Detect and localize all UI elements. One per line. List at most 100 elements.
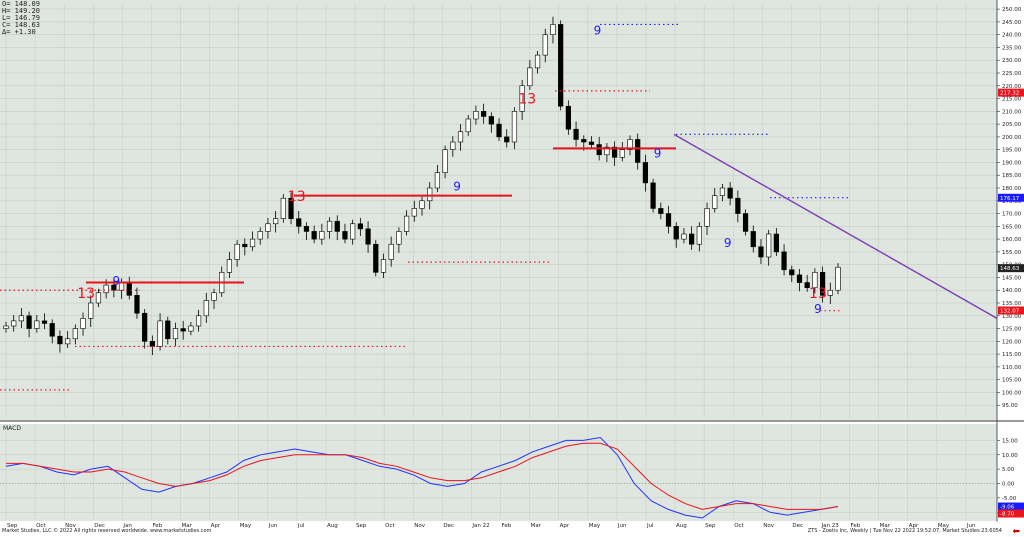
setup-count-label: 13 <box>288 189 306 205</box>
candle-body <box>511 111 518 143</box>
candle-body <box>450 141 456 150</box>
candle-body <box>280 197 286 219</box>
date-tick-label: Feb <box>851 523 861 529</box>
candle-body <box>727 187 733 199</box>
candle-body <box>396 231 402 245</box>
price-panel-bg <box>0 0 997 420</box>
trend-overlays <box>0 23 998 391</box>
macd-value-marker <box>998 502 1024 511</box>
setup-count-label: 9 <box>654 146 662 160</box>
candle-body <box>57 335 63 345</box>
candle-body <box>3 325 9 329</box>
candle-body <box>504 136 510 143</box>
price-tick-label: 245.00 <box>1002 20 1022 26</box>
candle-body <box>681 233 687 240</box>
price-tick-label: 195.00 <box>1002 148 1022 154</box>
candle-body <box>188 325 194 332</box>
candle-body <box>311 231 317 240</box>
macd-value-marker <box>998 509 1024 518</box>
candle-body <box>481 111 487 117</box>
candle-body <box>95 292 102 304</box>
candle-body <box>457 131 464 143</box>
date-tick-label: Aug <box>327 523 338 529</box>
candle-body <box>49 323 55 337</box>
candle-body <box>712 195 718 209</box>
price-marker-label: 176.17 <box>1000 196 1020 202</box>
date-tick-label: Jan <box>122 523 132 529</box>
date-tick-label: Jan 23 <box>820 523 839 529</box>
date-tick-label: Feb <box>152 523 162 529</box>
setup-count-label: 9 <box>814 302 822 316</box>
price-tick-label: 190.00 <box>1002 160 1022 166</box>
candle-body <box>180 328 186 332</box>
price-tick-label: 160.00 <box>1002 237 1022 243</box>
macd-tick-label: -5.00 <box>1002 496 1017 502</box>
candle-body <box>365 228 371 245</box>
setup-count-label: 9 <box>594 24 602 38</box>
candle-body <box>658 208 664 214</box>
price-tick-label: 110.00 <box>1002 365 1022 371</box>
date-axis: Sep Oct Nov Dec Jan Feb Mar Apr May Jun Jul Aug Sep O… <box>0 521 997 529</box>
candle-body <box>34 320 40 329</box>
candle-body <box>273 218 279 225</box>
candle-body <box>758 246 764 258</box>
candle-body <box>642 162 649 184</box>
candle-body <box>796 274 803 283</box>
scroll-back-arrow-icon[interactable]: ⬅ <box>1012 527 1020 537</box>
candle-body <box>611 146 618 158</box>
date-tick-label: Aug <box>676 523 687 529</box>
candle-body <box>673 226 679 240</box>
price-tick-label: 230.00 <box>1002 58 1022 64</box>
candle-body <box>819 272 826 296</box>
candle-body <box>257 231 263 240</box>
setup-count-label: 9 <box>112 274 120 288</box>
candle-body <box>357 223 363 230</box>
candle-body <box>488 116 494 125</box>
candle-body <box>165 320 171 340</box>
candle-body <box>750 231 756 248</box>
macd-tick-label: 0.00 <box>1002 482 1015 488</box>
date-tick-label: Mar <box>880 523 891 529</box>
setup-count-label: 9 <box>453 180 461 194</box>
macd-series-macd <box>5 436 839 519</box>
candle-body <box>103 284 109 294</box>
price-tick-label: 135.00 <box>1002 301 1022 307</box>
price-tick-label: 125.00 <box>1002 327 1022 333</box>
date-tick-label: Nov <box>65 523 76 529</box>
price-marker <box>998 88 1024 97</box>
candle-body <box>473 111 479 120</box>
candle-body <box>781 251 787 271</box>
date-tick-label: Mar <box>531 523 542 529</box>
price-tick-label: 215.00 <box>1002 97 1022 103</box>
macd-panel-bg <box>0 424 997 521</box>
ohlc-close: C= 148.63 <box>2 21 40 29</box>
ohlc-open: O= 148.09 <box>2 0 40 8</box>
price-tick-label: 170.00 <box>1002 212 1022 218</box>
candle-body <box>65 338 71 345</box>
candle-body <box>596 144 602 156</box>
candle-body <box>604 146 610 156</box>
price-tick-label: 115.00 <box>1002 352 1022 358</box>
price-marker-label: 148.63 <box>1000 266 1020 272</box>
candle-body <box>689 233 695 245</box>
date-tick-label: Jan 22 <box>471 523 489 529</box>
date-tick-label: Dec <box>443 523 454 529</box>
trendline <box>673 133 998 319</box>
candle-body <box>581 139 587 143</box>
setup-count-label: 13 <box>518 92 536 108</box>
price-tick-label: 210.00 <box>1002 109 1022 115</box>
candle-body <box>704 208 710 227</box>
setup-count-label: 13 <box>809 286 827 302</box>
date-tick-label: Oct <box>734 523 744 529</box>
macd-value-label: -8.70 <box>1000 512 1015 518</box>
candle-body <box>319 231 325 240</box>
date-tick-label: Apr <box>909 523 919 529</box>
candle-body <box>558 24 564 107</box>
price-tick-label: 165.00 <box>1002 224 1022 230</box>
price-tick-label: 95.00 <box>1002 403 1018 409</box>
candle-body <box>442 149 448 173</box>
candle-body <box>565 105 571 130</box>
